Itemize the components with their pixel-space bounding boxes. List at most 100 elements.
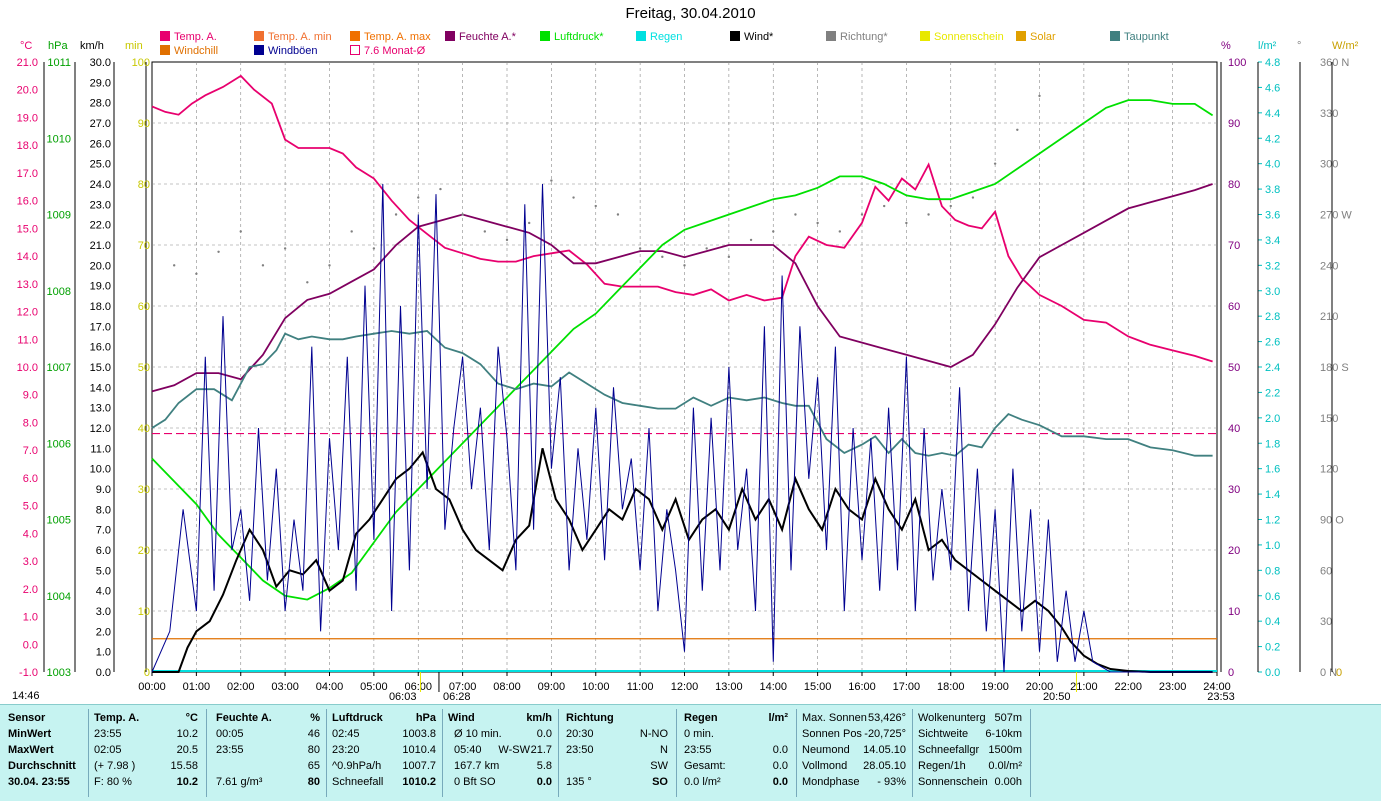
series-line-temp-a- <box>151 74 1213 363</box>
y-tick-label-wind_kmh: 10.0 <box>90 464 111 476</box>
stats-cell: Sensor <box>8 712 46 724</box>
chart-canvas: 00:00 01:00 02:00 03:00 04:00 05:00 06:00 07:00… <box>17 57 1353 703</box>
stats-cell: l/m² <box>768 712 788 724</box>
stats-cell: hPa <box>415 712 436 724</box>
legend-swatch <box>350 31 360 41</box>
y-tick-label-wind_kmh: 11.0 <box>90 443 111 455</box>
stats-cell: -20,725° <box>864 728 906 740</box>
stats-cell: F: 80 % <box>94 776 132 788</box>
y-tick-label-pressure_hpa: 1007 <box>47 362 71 374</box>
y-tick-label-rain: 4.2 <box>1265 133 1280 145</box>
y-tick-label-temp_c: 18.0 <box>17 140 38 152</box>
stats-cell: 23:20 <box>332 744 360 756</box>
y-tick-label-temp_c: 14.0 <box>17 251 38 263</box>
stats-cell: 10.2 <box>176 728 198 740</box>
y-tick-label-pressure_hpa: 1008 <box>47 286 71 298</box>
stats-cell: 0 Bft SO <box>454 776 496 788</box>
y-tick-label-wind_kmh: 17.0 <box>90 321 111 333</box>
series-point-richtung- <box>1016 128 1019 131</box>
stats-cell: Gesamt: <box>684 760 726 772</box>
stats-cell: 0.00h <box>994 776 1022 788</box>
legend-item: Temp. A. max <box>350 31 431 43</box>
stats-cell: 1003.8 <box>402 728 436 740</box>
y-tick-label-rain: 0.8 <box>1265 565 1280 577</box>
series-point-richtung- <box>572 196 575 199</box>
axis-unit-direction_deg: ° <box>1297 40 1302 52</box>
y-tick-label-pressure_hpa: 1004 <box>47 591 71 603</box>
y-tick-label-rain: 3.4 <box>1265 235 1280 247</box>
legend-item: Feuchte A.* <box>445 31 516 43</box>
y-tick-label-humidity: 80 <box>1228 179 1240 191</box>
y-tick-label-temp_c: 13.0 <box>17 279 38 291</box>
y-tick-label-pressure_hpa: 1006 <box>47 438 71 450</box>
stats-separator <box>1030 709 1031 797</box>
stats-cell: 65 <box>307 760 320 772</box>
stats-separator <box>796 709 797 797</box>
series-point-richtung- <box>239 230 242 233</box>
y-tick-label-wind_kmh: 6.0 <box>96 545 111 557</box>
stats-cell: 14.05.10 <box>863 744 906 756</box>
stats-cell: Regen <box>684 712 718 724</box>
y-tick-label-wind_kmh: 1.0 <box>96 647 111 659</box>
series-point-richtung- <box>860 213 864 216</box>
y-tick-label-temp_c: 3.0 <box>23 556 38 568</box>
y-tick-label-wind_kmh: 0.0 <box>96 667 111 679</box>
y-tick-label-min: 50 <box>138 362 150 374</box>
stats-cell: Wolkenunterg <box>918 712 986 724</box>
x-tick-label: 05:00 <box>360 681 388 693</box>
stats-cell: 0.0 <box>772 744 788 756</box>
y-tick-label-direction: 240 <box>1320 260 1338 272</box>
legend-item: Sonnenschein <box>920 31 1004 43</box>
stats-cell: 23:50 <box>566 744 594 756</box>
legend-label: 7.6 Monat-Ø <box>364 45 426 57</box>
y-tick-label-direction: 360 N <box>1320 57 1349 69</box>
y-tick-label-humidity: 50 <box>1228 362 1240 374</box>
stats-cell: 30.04. 23:55 <box>8 776 70 788</box>
legend-swatch <box>540 31 550 41</box>
stats-separator <box>88 709 89 797</box>
stats-separator <box>442 709 443 797</box>
y-tick-label-wind_kmh: 7.0 <box>96 525 111 537</box>
series-point-richtung- <box>306 281 309 284</box>
legend-swatch <box>1016 31 1026 41</box>
stats-cell: - 93% <box>877 776 906 788</box>
y-tick-label-rain: 2.8 <box>1265 311 1280 323</box>
y-tick-label-temp_c: 15.0 <box>17 223 38 235</box>
stats-cell: 5.8 <box>536 760 552 772</box>
stats-cell: 46 <box>307 728 320 740</box>
legend-item: Temp. A. <box>160 31 217 43</box>
stats-cell: ^0.9hPa/h <box>332 760 382 772</box>
legend-swatch <box>254 45 264 55</box>
y-tick-label-rain: 2.2 <box>1265 387 1280 399</box>
stats-cell: (+ 7.98 ) <box>94 760 136 772</box>
series-point-richtung- <box>993 162 997 165</box>
legend-item: Windchill <box>160 45 218 57</box>
y-tick-label-min: 60 <box>138 301 150 313</box>
stats-cell: Regen/1h <box>918 760 966 772</box>
series-point-richtung- <box>816 221 819 225</box>
y-tick-label-rain: 1.8 <box>1265 438 1280 450</box>
y-tick-label-rain: 1.2 <box>1265 515 1280 527</box>
y-tick-label-wind_kmh: 14.0 <box>90 382 111 394</box>
stats-cell: 80 <box>307 744 320 756</box>
axis-unit-temp_c: °C <box>20 40 33 52</box>
stats-cell: 507m <box>994 712 1022 724</box>
plot-frame <box>151 61 1218 673</box>
stats-cell: 6-10km <box>985 728 1022 740</box>
stats-cell: 20.5 <box>176 744 198 756</box>
x-tick-label: 14:00 <box>759 681 787 693</box>
x-tick-label: 10:00 <box>582 681 610 693</box>
y-tick-label-pressure_hpa: 1005 <box>47 515 71 527</box>
y-tick-label-humidity: 100 <box>1228 57 1246 69</box>
axis-unit-pressure_hpa: hPa <box>48 40 68 52</box>
series-point-richtung- <box>905 221 908 225</box>
stats-cell <box>684 727 788 742</box>
y-tick-label-wind_kmh: 5.0 <box>96 565 111 577</box>
stats-cell: 21.7 <box>530 744 552 756</box>
y-tick-label-min: 80 <box>138 179 150 191</box>
x-tick-label: 20:00 <box>1026 681 1054 693</box>
x-tick-label: 17:00 <box>893 681 921 693</box>
series-point-richtung- <box>727 255 731 259</box>
y-tick-label-temp_c: 20.0 <box>17 85 38 97</box>
y-tick-label-wind_kmh: 23.0 <box>90 199 111 211</box>
